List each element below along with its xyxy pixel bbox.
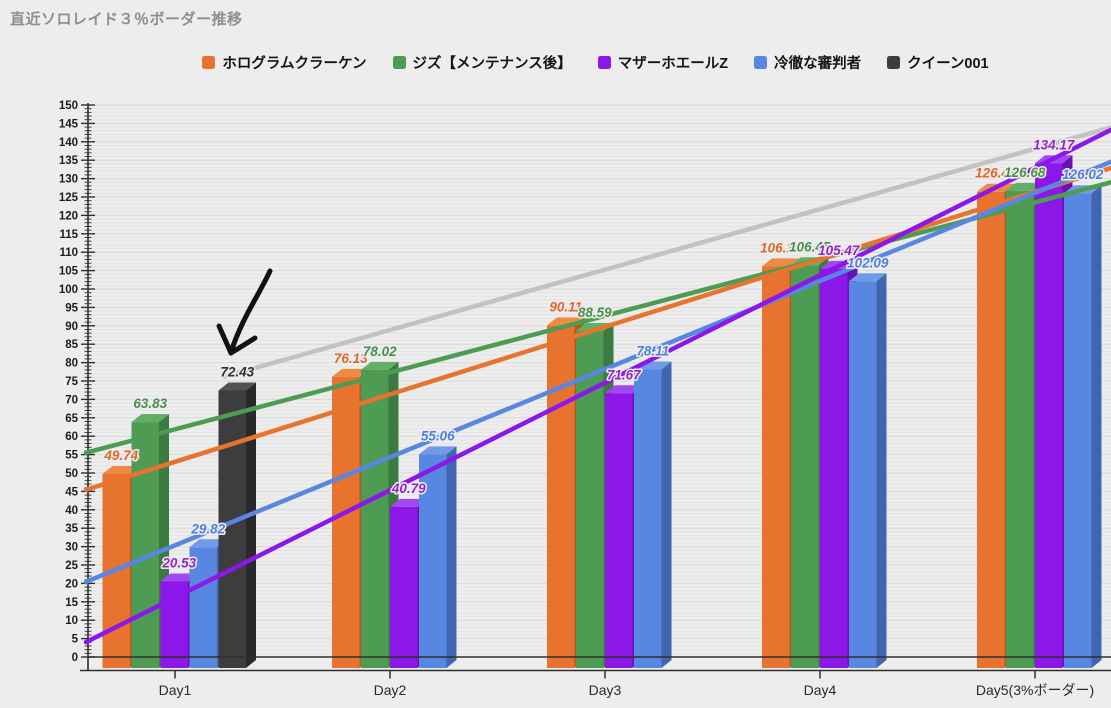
y-tick-label: 75 (65, 376, 78, 388)
bar-value-label: 40.79 (391, 481, 426, 496)
bar (419, 446, 457, 668)
bar (1064, 185, 1102, 668)
bar-value-label: 134.17 (1033, 137, 1076, 152)
y-tick-label: 120 (59, 210, 78, 222)
bar-value-label: 20.53 (161, 555, 196, 570)
y-tick-label: 35 (65, 523, 78, 535)
legend-label: ジズ【メンテナンス後】 (412, 56, 572, 72)
legend-label: クイーン001 (907, 56, 989, 72)
x-axis: Day1 Day2 Day3 Day4 Day5(3%ボーダー) (159, 670, 1094, 698)
y-tick-label: 10 (65, 615, 78, 627)
trend-line (83, 165, 1111, 493)
y-tick-label: 105 (59, 266, 79, 278)
y-tick-label: 30 (65, 542, 78, 554)
y-tick-label: 0 (72, 652, 78, 664)
x-tick-label: Day5(3%ボーダー) (976, 682, 1094, 698)
bar-value-label: 126.68 (1004, 165, 1046, 180)
bar-value-label: 55.06 (421, 428, 455, 443)
y-tick-label: 85 (65, 339, 78, 351)
legend-label: 冷徹な審判者 (774, 56, 862, 72)
y-tick-label: 15 (65, 597, 78, 609)
y-tick-label: 25 (65, 560, 78, 572)
bar-value-label: 49.74 (103, 448, 138, 463)
y-tick-label: 5 (72, 634, 79, 646)
bar-value-label: 126.02 (1062, 167, 1104, 182)
y-tick-label: 20 (65, 578, 78, 590)
bar-value-label: 126.43 (975, 166, 1017, 181)
trend-line (83, 127, 1111, 645)
y-tick-label: 50 (65, 468, 78, 480)
y-tick-label: 100 (59, 284, 78, 296)
legend-item[interactable]: ジズ【メンテナンス後】 (392, 52, 572, 73)
y-tick-label: 125 (59, 192, 79, 204)
bar-value-label: 76.13 (334, 351, 368, 366)
trend-lines (83, 125, 1111, 645)
legend-item[interactable]: クイーン001 (887, 52, 989, 73)
y-tick-label: 90 (65, 321, 78, 333)
trend-line (221, 125, 1111, 379)
bar-value-label: 106.45 (789, 239, 831, 254)
legend-swatch-icon (887, 56, 901, 69)
y-tick-label: 65 (65, 413, 78, 425)
legend-item[interactable]: ホログラムクラーケン (202, 52, 367, 73)
trend-line (83, 180, 1111, 455)
x-tick-label: Day3 (589, 682, 622, 698)
legend-swatch-icon (597, 56, 611, 69)
bar-value-label: 105.47 (818, 243, 861, 258)
y-tick-label: 60 (65, 431, 78, 443)
bar-value-label: 71.67 (607, 367, 642, 382)
x-tick-label: Day1 (159, 682, 192, 698)
bar (849, 273, 887, 668)
y-tick-label: 130 (59, 174, 78, 186)
bar-value-label: 78.11 (636, 344, 669, 359)
trend-line (83, 159, 1111, 585)
legend-label: ホログラムクラーケン (222, 56, 367, 72)
bar (634, 361, 672, 668)
y-tick-label: 70 (65, 394, 78, 406)
y-tick-label: 135 (59, 155, 79, 167)
bar-value-label: 106.16 (760, 240, 802, 255)
bar-value-label: 78.02 (363, 344, 397, 359)
legend-swatch-icon (754, 56, 768, 69)
bar-value-label: 72.43 (220, 364, 254, 379)
bar-value-label: 102.09 (847, 255, 889, 270)
legend: ホログラムクラーケン ジズ【メンテナンス後】 マザーホエールZ 冷徹な審判者 クイーン0… (88, 52, 1103, 73)
legend-item[interactable]: マザーホエールZ (597, 52, 729, 73)
y-tick-label: 55 (65, 450, 78, 462)
legend-swatch-icon (202, 56, 216, 69)
legend-label: マザーホエールZ (617, 56, 729, 72)
y-axis: 0 5 10 15 20 25 30 35 40 45 50 55 60 65 70 75 80 85 90 95 10… (59, 100, 1111, 672)
legend-item[interactable]: 冷徹な審判者 (754, 52, 861, 73)
y-tick-label: 150 (59, 100, 78, 112)
y-tick-label: 45 (65, 486, 78, 498)
y-tick-label: 115 (59, 229, 78, 241)
y-tick-label: 140 (59, 137, 78, 149)
chart-title: 直近ソロレイド３％ボーダー推移 (10, 11, 243, 28)
bar-value-label: 88.59 (578, 305, 612, 320)
y-tick-label: 95 (65, 302, 78, 314)
bar-value-label: 90.11 (549, 299, 582, 314)
bar-value-label: 29.82 (190, 521, 225, 536)
legend-swatch-icon (392, 56, 406, 69)
y-tick-label: 40 (65, 505, 78, 517)
y-tick-label: 80 (65, 358, 78, 370)
y-tick-label: 110 (59, 247, 78, 259)
x-tick-label: Day4 (804, 682, 837, 698)
bar-value-label: 63.83 (133, 396, 167, 411)
x-tick-label: Day2 (374, 682, 407, 698)
annotation-arrow (216, 268, 273, 356)
y-tick-label: 145 (59, 118, 79, 130)
bar (218, 382, 256, 668)
